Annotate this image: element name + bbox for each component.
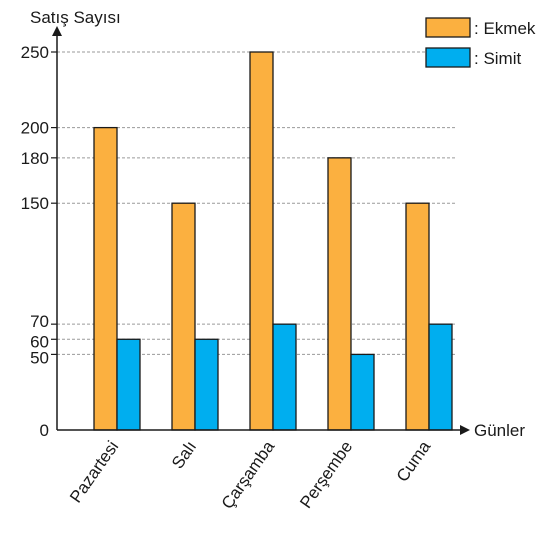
y-tick-label: 180 [21,149,49,168]
y-tick-label: 0 [40,421,49,440]
bar-ekmek [405,202,430,431]
y-tick-label: 150 [21,194,49,213]
x-tick-labels: Pazartesi Salı Çarşamba Perşembe Cuma [66,437,435,513]
y-tick-label: 250 [21,43,49,62]
x-tick-label: Salı [168,437,200,472]
bar-ekmek [327,157,352,431]
x-tick-label: Çarşamba [218,437,279,513]
y-tick-label: 70 [30,312,49,331]
legend-swatch [425,47,471,68]
legend: : Ekmek : Simit [425,17,536,68]
bars [93,51,453,431]
x-tick-label: Perşembe [296,437,356,511]
bar-simit [350,353,375,431]
y-tick-label: 200 [21,119,49,138]
x-tick-label: Cuma [393,437,435,485]
legend-swatch [425,17,471,38]
x-tick-label: Pazartesi [66,437,122,506]
bar-simit [116,338,141,431]
legend-label: : Ekmek [474,19,536,38]
legend-label: : Simit [474,49,522,68]
bar-simit [428,323,453,431]
bar-simit [272,323,297,431]
x-axis-title: Günler [474,421,525,440]
bar-simit [194,338,219,431]
y-tick-label: 50 [30,348,49,367]
y-tick-label: 60 [30,332,49,351]
bar-ekmek [249,51,274,431]
bar-ekmek [93,126,118,431]
bar-ekmek [171,202,196,431]
y-axis-title: Satış Sayısı [30,8,121,27]
